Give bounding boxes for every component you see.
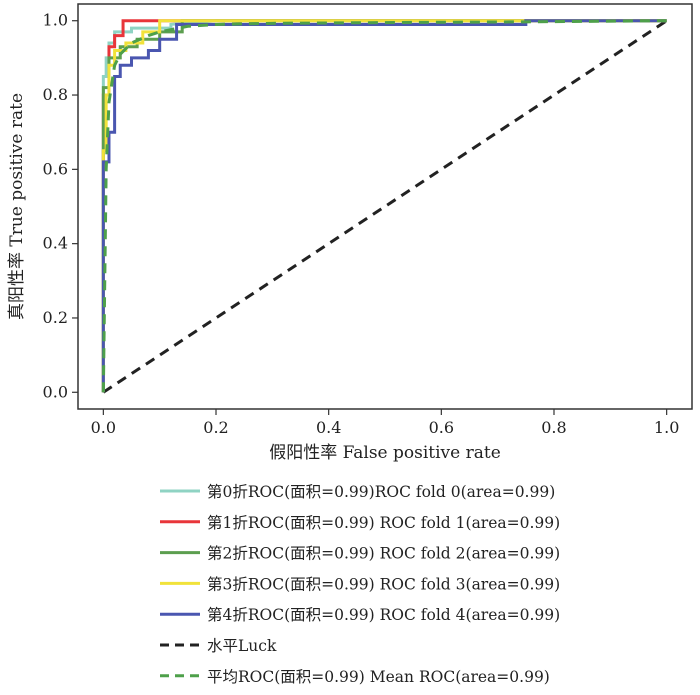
- series-line-0: [101, 19, 667, 393]
- y-tick-label: 0.6: [43, 159, 68, 178]
- legend-label: 第0折ROC(面积=0.99)ROC fold 0(area=0.99): [207, 483, 555, 501]
- y-tick-label: 0.8: [43, 85, 68, 104]
- x-axis-title: 假阳性率 False positive rate: [269, 443, 501, 463]
- x-tick-label: 0.6: [429, 418, 454, 437]
- series-line-3: [101, 19, 667, 393]
- plot-area: 0.0 0.2 0.4 0.6 0.8 1.0 0.0 0.2 0.4 0.6 0.8 1.0: [43, 3, 693, 437]
- x-tick-label: 1.0: [654, 418, 679, 437]
- legend: 第0折ROC(面积=0.99)ROC fold 0(area=0.99) 第1折R…: [160, 483, 560, 686]
- legend-label: 第4折ROC(面积=0.99) ROC fold 4(area=0.99): [207, 606, 560, 624]
- x-tick-label: 0.0: [91, 418, 116, 437]
- legend-label: 水平Luck: [207, 637, 277, 655]
- y-axis-ticks: 0.0 0.2 0.4 0.6 0.8 1.0: [43, 11, 78, 401]
- x-tick-label: 0.2: [203, 418, 228, 437]
- y-tick-label: 1.0: [43, 11, 68, 30]
- x-axis-ticks: 0.0 0.2 0.4 0.6 0.8 1.0: [91, 409, 679, 437]
- x-tick-label: 0.4: [316, 418, 341, 437]
- legend-label: 第2折ROC(面积=0.99) ROC fold 2(area=0.99): [207, 545, 560, 563]
- series-line-2: [101, 19, 667, 393]
- y-axis-title: 真阳性率 True positive rate: [7, 93, 27, 320]
- series-line-4: [101, 19, 667, 393]
- legend-label: 第3折ROC(面积=0.99) ROC fold 3(area=0.99): [207, 575, 560, 593]
- y-tick-label: 0.2: [43, 308, 68, 327]
- legend-label: 平均ROC(面积=0.99) Mean ROC(area=0.99): [207, 668, 550, 686]
- series-layer: [101, 19, 668, 394]
- series-line-6: [101, 19, 667, 393]
- legend-label: 第1折ROC(面积=0.99) ROC fold 1(area=0.99): [207, 514, 560, 532]
- x-tick-label: 0.8: [541, 418, 566, 437]
- plot-frame: [77, 3, 693, 410]
- y-tick-label: 0.4: [43, 234, 68, 253]
- y-tick-label: 0.0: [43, 382, 68, 401]
- series-line-1: [101, 19, 667, 393]
- series-line-5: [102, 19, 668, 394]
